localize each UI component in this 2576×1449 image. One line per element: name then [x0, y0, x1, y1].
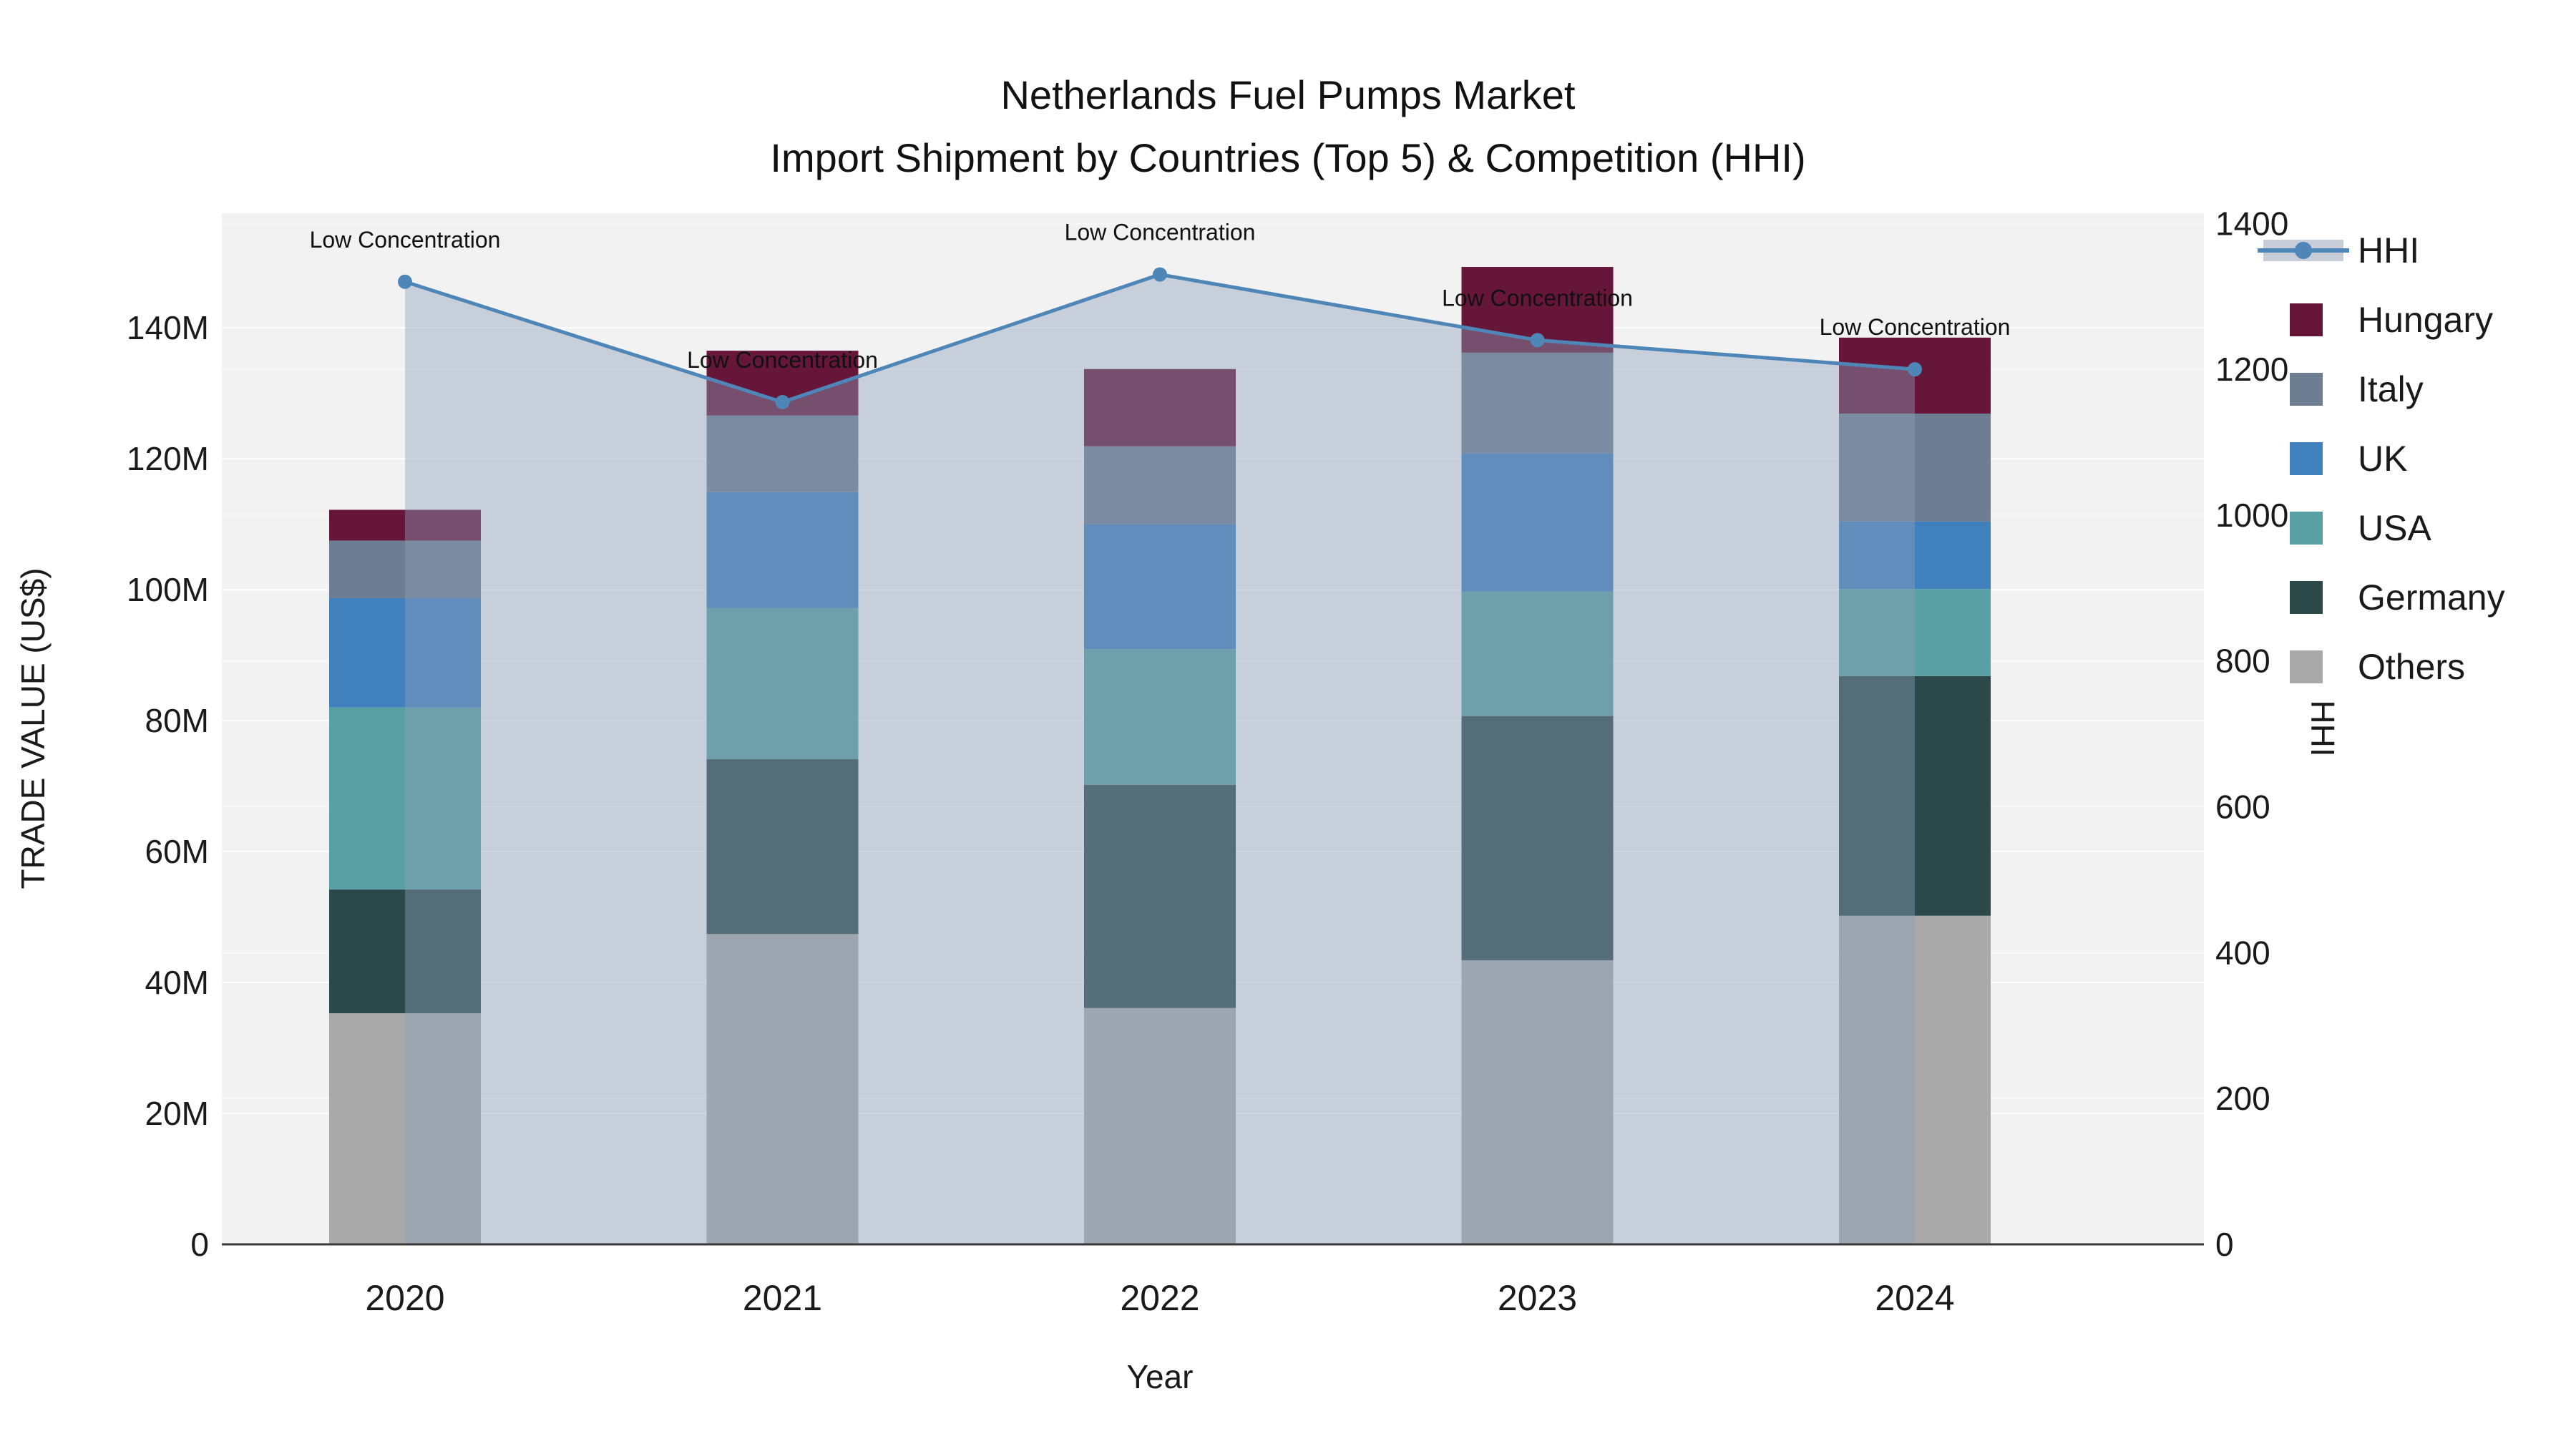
bar-segment-italy-2020[interactable]	[329, 540, 481, 598]
bar-segment-germany-2023[interactable]	[1461, 716, 1614, 960]
y-tick-label-left: 20M	[145, 1095, 209, 1132]
y-tick-label-left: 120M	[127, 440, 209, 477]
bar-segment-usa-2024[interactable]	[1839, 589, 1991, 676]
bar-segment-italy-2024[interactable]	[1839, 413, 1991, 522]
bar-segment-germany-2022[interactable]	[1084, 784, 1236, 1008]
bar-segment-usa-2021[interactable]	[706, 608, 859, 760]
bar-segment-uk-2022[interactable]	[1084, 524, 1236, 650]
bar-segment-usa-2023[interactable]	[1461, 591, 1614, 716]
bar-segment-others-2020[interactable]	[329, 1013, 481, 1244]
chart-title-line2: Import Shipment by Countries (Top 5) & C…	[770, 135, 1805, 180]
y-tick-label-left: 60M	[145, 833, 209, 870]
x-tick-label-2021: 2021	[743, 1278, 822, 1318]
bar-segment-germany-2024[interactable]	[1839, 675, 1991, 916]
legend-swatch-uk	[2290, 442, 2323, 475]
y-tick-label-left: 80M	[145, 702, 209, 739]
bar-segment-others-2021[interactable]	[706, 934, 859, 1244]
y-tick-label-left: 0	[190, 1226, 209, 1263]
legend-hhi-marker	[2295, 242, 2312, 259]
bar-segment-uk-2023[interactable]	[1461, 453, 1614, 592]
legend-item-usa[interactable]: USA	[2290, 508, 2431, 548]
y-tick-label-right: 1000	[2215, 497, 2288, 534]
bar-segment-usa-2020[interactable]	[329, 707, 481, 890]
legend-item-hungary[interactable]: Hungary	[2290, 300, 2493, 340]
y-tick-label-right: 0	[2215, 1226, 2234, 1263]
bar-segment-italy-2021[interactable]	[706, 415, 859, 492]
legend-swatch-italy	[2290, 373, 2323, 406]
chart-title-line1: Netherlands Fuel Pumps Market	[1000, 72, 1575, 117]
y-tick-label-right: 600	[2215, 789, 2270, 826]
bar-segment-hungary-2020[interactable]	[329, 509, 481, 541]
bar-segment-uk-2020[interactable]	[329, 597, 481, 708]
legend-swatch-others	[2290, 650, 2323, 683]
y-axis-title-left: TRADE VALUE (US$)	[14, 567, 52, 889]
y-tick-label-left: 100M	[127, 571, 209, 608]
hhi-marker-2023[interactable]	[1530, 333, 1545, 348]
hhi-marker-2020[interactable]	[398, 274, 412, 289]
annotation-2023: Low Concentration	[1442, 285, 1633, 311]
legend-item-uk[interactable]: UK	[2290, 439, 2407, 479]
y-tick-label-left: 140M	[127, 309, 209, 346]
annotation-2022: Low Concentration	[1065, 220, 1256, 245]
bar-segment-germany-2021[interactable]	[706, 759, 859, 935]
bar-segment-others-2022[interactable]	[1084, 1008, 1236, 1244]
legend-label-uk: UK	[2358, 439, 2407, 479]
legend-label-germany: Germany	[2358, 577, 2505, 618]
y-tick-label-right: 200	[2215, 1080, 2270, 1117]
bar-segment-italy-2023[interactable]	[1461, 352, 1614, 454]
legend-item-hhi[interactable]: HHI	[2258, 230, 2419, 270]
annotation-2021: Low Concentration	[687, 347, 878, 373]
y-tick-label-right: 1400	[2215, 205, 2288, 242]
bar-segment-others-2024[interactable]	[1839, 915, 1991, 1244]
x-tick-label-2024: 2024	[1875, 1278, 1954, 1318]
bar-segment-hungary-2022[interactable]	[1084, 369, 1236, 447]
x-tick-label-2022: 2022	[1120, 1278, 1199, 1318]
legend-swatch-hungary	[2290, 303, 2323, 336]
hhi-area-fill	[405, 274, 1915, 1244]
annotation-2020: Low Concentration	[310, 227, 501, 253]
hhi-marker-2021[interactable]	[775, 394, 790, 409]
x-tick-label-2020: 2020	[365, 1278, 444, 1318]
legend-swatch-usa	[2290, 512, 2323, 545]
y-tick-label-right: 800	[2215, 643, 2270, 680]
legend-item-others[interactable]: Others	[2290, 647, 2465, 687]
legend-label-hhi: HHI	[2358, 230, 2419, 270]
legend-item-germany[interactable]: Germany	[2290, 577, 2505, 618]
x-axis-title: Year	[1127, 1358, 1194, 1395]
legend-item-italy[interactable]: Italy	[2290, 369, 2424, 409]
legend-swatch-germany	[2290, 581, 2323, 614]
y-tick-label-left: 40M	[145, 964, 209, 1001]
hhi-marker-2022[interactable]	[1153, 267, 1167, 282]
legend-label-others: Others	[2358, 647, 2465, 687]
bar-segment-uk-2024[interactable]	[1839, 521, 1991, 590]
bar-segment-italy-2022[interactable]	[1084, 446, 1236, 525]
bar-segment-usa-2022[interactable]	[1084, 649, 1236, 785]
legend-label-usa: USA	[2358, 508, 2431, 548]
x-tick-label-2023: 2023	[1498, 1278, 1577, 1318]
bar-segment-others-2023[interactable]	[1461, 960, 1614, 1244]
y-axis-title-right: HHI	[2304, 700, 2341, 756]
legend-label-hungary: Hungary	[2358, 300, 2493, 340]
annotation-2024: Low Concentration	[1820, 314, 2011, 340]
y-tick-label-right: 400	[2215, 934, 2270, 971]
hhi-marker-2024[interactable]	[1908, 362, 1922, 377]
y-tick-label-right: 1200	[2215, 351, 2288, 388]
bar-segment-germany-2020[interactable]	[329, 889, 481, 1014]
legend-label-italy: Italy	[2358, 369, 2424, 409]
bar-segment-uk-2021[interactable]	[706, 492, 859, 608]
